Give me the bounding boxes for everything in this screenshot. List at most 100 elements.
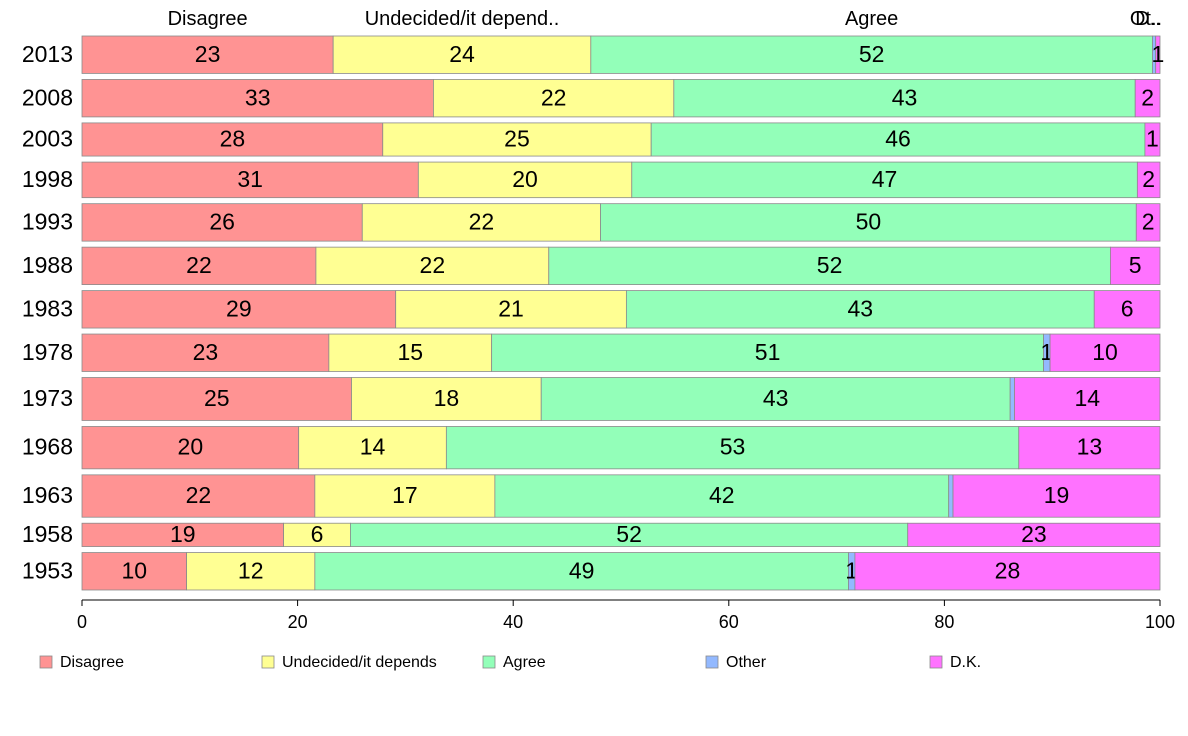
legend: Disagree Undecided/it depends Agree Other D.… — [39, 654, 981, 671]
bar-agree-1978 — [491, 333, 1044, 372]
bar-d-k-1963 — [952, 474, 1161, 518]
data-label-disagree-1983: 29 — [226, 295, 252, 321]
bar-agree-2013 — [590, 35, 1153, 74]
data-label-d-k-2013: 1 — [1151, 41, 1164, 67]
bar-agree-1968 — [445, 426, 1020, 470]
x-tick-label-20: 20 — [288, 612, 308, 632]
bar-d-k-1978 — [1049, 333, 1161, 372]
x-axis: 0 20 40 60 80 100 — [77, 599, 1175, 632]
bar-disagree-2013 — [81, 35, 334, 74]
data-label-d-k-1973: 14 — [1074, 385, 1100, 411]
bar-undecided-it-depends-2008 — [433, 79, 675, 118]
bar-d-k-1988 — [1110, 246, 1161, 285]
data-label-disagree-1978: 23 — [193, 339, 219, 365]
legend-swatch-other — [705, 655, 719, 669]
year-label-2003: 2003 — [22, 126, 73, 152]
data-label-d-k-1978: 10 — [1092, 339, 1118, 365]
bar-disagree-1963 — [81, 474, 316, 518]
data-label-d-k-1953: 28 — [995, 557, 1021, 583]
data-label-agree-2008: 43 — [892, 84, 918, 110]
bar-d-k-1993 — [1135, 203, 1161, 242]
legend-swatch-d-k — [929, 655, 943, 669]
data-label-undecided-it-depends-2013: 24 — [449, 41, 475, 67]
bar-undecided-it-depends-1973 — [351, 377, 542, 421]
data-label-d-k-1993: 2 — [1142, 208, 1155, 234]
data-label-d-k-1998: 2 — [1142, 166, 1155, 192]
data-label-agree-1963: 42 — [709, 482, 735, 508]
top-label-disagree: Disagree — [168, 8, 248, 30]
bar-undecided-it-depends-1998 — [417, 161, 633, 199]
bar-agree-1983 — [625, 290, 1095, 329]
bar-agree-1988 — [548, 246, 1111, 285]
bar-disagree-1993 — [81, 203, 363, 242]
bar-d-k-1973 — [1014, 377, 1161, 421]
data-label-disagree-1998: 31 — [237, 166, 263, 192]
year-label-2008: 2008 — [22, 84, 73, 110]
bar-other-1973 — [1009, 377, 1015, 421]
data-label-disagree-1953: 10 — [121, 557, 147, 583]
data-label-undecided-it-depends-1998: 20 — [512, 166, 538, 192]
data-label-agree-1958: 52 — [616, 521, 642, 547]
data-label-agree-1983: 43 — [848, 295, 874, 321]
data-label-undecided-it-depends-1983: 21 — [498, 295, 524, 321]
data-label-disagree-1968: 20 — [178, 434, 204, 460]
data-label-undecided-it-depends-2003: 25 — [504, 126, 530, 152]
data-label-d-k-2003: 1 — [1146, 126, 1159, 152]
year-label-1958: 1958 — [22, 521, 73, 547]
data-label-undecided-it-depends-1978: 15 — [397, 339, 423, 365]
x-tick-label-100: 100 — [1145, 612, 1175, 632]
year-labels-group: 2013 2008 2003 1998 1993 1988 1983 1978 1973 1968… — [22, 41, 73, 584]
data-label-undecided-it-depends-1973: 18 — [434, 385, 460, 411]
bar-undecided-it-depends-2013 — [332, 35, 592, 74]
data-label-undecided-it-depends-1958: 6 — [311, 521, 324, 547]
bar-agree-1973 — [540, 377, 1011, 421]
legend-label-d-k: D.K. — [950, 654, 981, 671]
bar-d-k-1998 — [1136, 161, 1161, 199]
data-label-disagree-1973: 25 — [204, 385, 230, 411]
top-label-agree: Agree — [845, 8, 898, 30]
data-label-disagree-2013: 23 — [195, 41, 221, 67]
legend-label-undecided-it-depends: Undecided/it depends — [282, 654, 437, 671]
bar-d-k-1968 — [1018, 426, 1161, 470]
data-label-agree-1968: 53 — [720, 434, 746, 460]
data-label-agree-1978: 51 — [755, 339, 781, 365]
bar-d-k-2013 — [1155, 35, 1161, 74]
bar-disagree-1973 — [81, 377, 352, 421]
data-label-disagree-2003: 28 — [220, 126, 246, 152]
data-label-undecided-it-depends-1963: 17 — [392, 482, 418, 508]
data-label-d-k-1968: 13 — [1077, 434, 1103, 460]
bar-undecided-it-depends-2003 — [382, 122, 652, 157]
x-tick-label-0: 0 — [77, 612, 87, 632]
bar-d-k-1983 — [1093, 290, 1161, 329]
x-tick-label-60: 60 — [719, 612, 739, 632]
legend-swatch-undecided-it-depends — [261, 655, 275, 669]
bar-agree-1993 — [600, 203, 1137, 242]
legend-swatch-agree — [482, 655, 496, 669]
data-label-disagree-2008: 33 — [245, 84, 271, 110]
bar-disagree-1983 — [81, 290, 397, 329]
bar-disagree-1968 — [81, 426, 300, 470]
data-label-agree-1993: 50 — [856, 208, 882, 234]
year-label-1973: 1973 — [22, 385, 73, 411]
legend-swatch-disagree — [39, 655, 53, 669]
data-label-d-k-1988: 5 — [1129, 252, 1142, 278]
top-label-ot: Ot.. — [1130, 8, 1162, 30]
data-label-undecided-it-depends-1988: 22 — [420, 252, 446, 278]
legend-label-other: Other — [726, 654, 767, 671]
bar-disagree-1998 — [81, 161, 419, 199]
bar-undecided-it-depends-1993 — [361, 203, 601, 242]
bar-agree-1963 — [494, 474, 950, 518]
legend-label-disagree: Disagree — [60, 654, 124, 671]
year-label-1968: 1968 — [22, 434, 73, 460]
top-labels-group: Disagree Undecided/it depend.. Agree Ot..D.… — [168, 8, 1163, 30]
data-label-agree-2003: 46 — [885, 126, 911, 152]
bar-d-k-1953 — [854, 552, 1161, 591]
data-label-d-k-1963: 19 — [1044, 482, 1070, 508]
bar-disagree-1978 — [81, 333, 330, 372]
data-label-undecided-it-depends-2008: 22 — [541, 84, 567, 110]
x-tick-label-40: 40 — [503, 612, 523, 632]
data-label-disagree-1963: 22 — [186, 482, 212, 508]
data-label-undecided-it-depends-1968: 14 — [360, 434, 386, 460]
